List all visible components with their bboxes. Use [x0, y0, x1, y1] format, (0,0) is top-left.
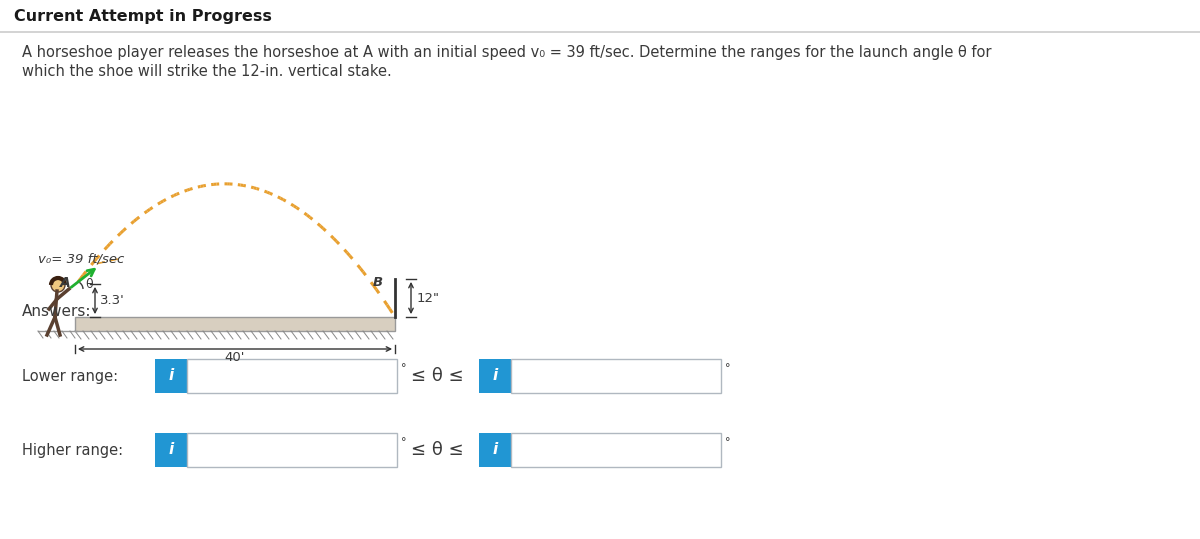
Text: °: °: [401, 363, 407, 373]
Bar: [155, 359, 187, 393]
Text: Current Attempt in Progress: Current Attempt in Progress: [14, 9, 272, 24]
Text: ≤ θ ≤: ≤ θ ≤: [410, 441, 463, 459]
Bar: [187, 433, 397, 467]
Text: 40': 40': [224, 351, 245, 364]
Bar: [155, 433, 187, 467]
Text: i: i: [168, 369, 174, 384]
Bar: [187, 359, 397, 393]
Text: ≤ θ ≤: ≤ θ ≤: [410, 367, 463, 385]
Text: which the shoe will strike the 12-in. vertical stake.: which the shoe will strike the 12-in. ve…: [22, 65, 391, 79]
Circle shape: [50, 278, 65, 292]
Bar: [511, 433, 721, 467]
Bar: [511, 359, 721, 393]
Text: °: °: [725, 437, 731, 447]
Text: i: i: [492, 369, 498, 384]
Bar: [74, 317, 395, 331]
Text: i: i: [168, 443, 174, 458]
Text: A: A: [60, 276, 71, 290]
Text: A horseshoe player releases the horseshoe at A with an initial speed v₀ = 39 ft/: A horseshoe player releases the horsesho…: [22, 45, 991, 59]
Text: Higher range:: Higher range:: [22, 443, 124, 458]
Text: Answers:: Answers:: [22, 305, 91, 320]
Text: °: °: [401, 437, 407, 447]
Bar: [479, 359, 511, 393]
Text: θ: θ: [85, 278, 92, 291]
Text: B: B: [373, 277, 383, 289]
Bar: [479, 433, 511, 467]
Text: Lower range:: Lower range:: [22, 369, 118, 384]
Text: v₀= 39 ft/sec: v₀= 39 ft/sec: [38, 252, 125, 266]
Text: 12": 12": [418, 292, 440, 305]
Text: 3.3': 3.3': [100, 294, 125, 308]
Text: i: i: [492, 443, 498, 458]
Text: °: °: [725, 363, 731, 373]
